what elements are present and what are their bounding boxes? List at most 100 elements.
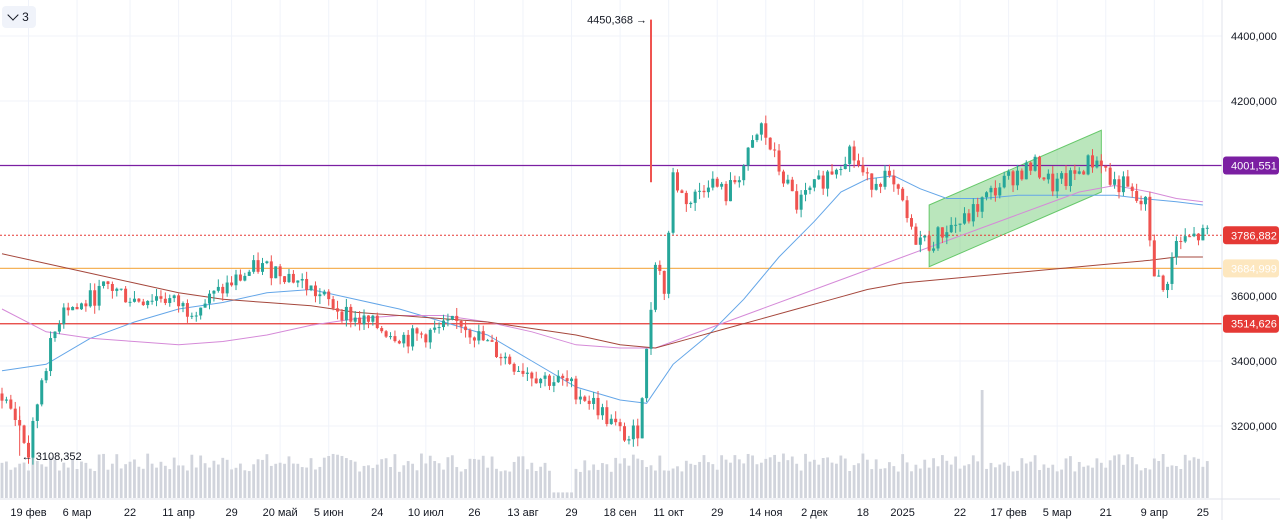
candle-body	[4, 399, 8, 401]
candle-body	[44, 371, 48, 381]
moving-averages	[1, 175, 1203, 404]
volume-bar	[137, 466, 141, 498]
candle-body	[547, 375, 551, 386]
candle-body	[596, 397, 600, 416]
candle-body	[322, 291, 326, 295]
volume-bar	[578, 471, 582, 498]
volume-bar	[380, 459, 384, 498]
volume-bar	[336, 454, 339, 498]
volume-bar	[397, 471, 401, 498]
volume-bar	[243, 470, 247, 498]
candle-body	[168, 298, 172, 304]
candle-body	[1029, 162, 1033, 171]
candle-body	[0, 393, 4, 401]
volume-bar	[1152, 458, 1156, 498]
candle-body	[486, 340, 490, 342]
volume-bar	[552, 492, 556, 498]
candle-body	[26, 442, 30, 458]
candle-body	[1179, 240, 1183, 242]
volume-bar	[892, 466, 896, 498]
volume-bar	[256, 459, 260, 498]
candle-body	[914, 226, 918, 245]
candle-body	[918, 237, 922, 245]
price-annotation: ← 3108,352	[22, 451, 82, 463]
price-label-text: 3514,626	[1231, 319, 1277, 331]
volume-bar	[640, 460, 644, 498]
candle-body	[1055, 178, 1059, 192]
indicator-count: 3	[22, 10, 29, 24]
volume-bar	[411, 463, 414, 498]
volume-bar	[570, 492, 573, 498]
volume-bar	[459, 471, 463, 498]
candle-body	[225, 282, 229, 294]
candle-body	[424, 334, 428, 343]
candle-body	[773, 149, 777, 151]
time-tick-label: 11 апр	[162, 507, 195, 519]
candle-body	[706, 187, 710, 193]
candle-body	[512, 363, 516, 372]
volume-bar	[1069, 456, 1072, 498]
candle-body	[190, 315, 194, 317]
volume-bar	[702, 455, 706, 498]
collapse-indicators-button[interactable]: 3	[2, 6, 36, 28]
volume-bar	[662, 470, 666, 498]
candle-body	[600, 407, 604, 416]
candle-body	[795, 191, 799, 210]
candle-body	[79, 303, 83, 310]
volume-bar	[450, 455, 454, 498]
candle-body	[940, 227, 944, 238]
candle-body	[481, 331, 485, 341]
volume-bar	[539, 466, 543, 498]
candle-body	[909, 218, 913, 227]
candle-body	[843, 163, 847, 170]
volume-bar	[428, 455, 432, 498]
candle-body	[1161, 275, 1165, 291]
volume-bar	[733, 455, 737, 498]
volume-bar	[1183, 454, 1187, 498]
volume-bar	[861, 453, 865, 498]
candle-body	[216, 286, 220, 291]
candle-body	[870, 173, 874, 190]
candle-body	[313, 285, 317, 297]
candle-body	[274, 266, 278, 279]
candle-body	[989, 187, 993, 193]
volume-bar	[464, 469, 467, 498]
volume-bar	[707, 462, 710, 498]
volume-bar	[808, 461, 812, 498]
volume-bar	[790, 456, 794, 498]
volume-bar	[587, 470, 591, 498]
price-label-orange	[1223, 259, 1279, 278]
candle-body	[1205, 227, 1209, 229]
volume-bar	[230, 469, 233, 498]
candle-body	[892, 175, 896, 185]
volume-bar	[146, 453, 150, 498]
volume-bar	[318, 466, 322, 498]
time-tick-label: 2025	[890, 507, 914, 519]
candle-body	[265, 261, 269, 264]
candle-body	[971, 204, 975, 222]
time-tick-label: 24	[371, 507, 383, 519]
volume-bar	[945, 460, 949, 498]
volume-bar	[291, 463, 295, 498]
time-tick-label: 25	[1197, 507, 1209, 519]
candle-body	[1126, 176, 1130, 187]
candle-body	[380, 328, 384, 332]
time-tick-label: 22	[954, 507, 966, 519]
candle-body	[1020, 170, 1024, 180]
volume-bar	[5, 461, 8, 498]
volume-bar	[1002, 462, 1006, 498]
time-tick-label: 5 июн	[314, 507, 344, 519]
candle-body	[711, 178, 715, 188]
volume-bar	[548, 470, 551, 498]
volume-bar	[676, 466, 679, 498]
candle-body	[887, 170, 891, 176]
candle-body	[106, 281, 110, 284]
candle-body	[781, 171, 785, 184]
volume-bar	[958, 468, 962, 498]
horizontal-levels[interactable]	[0, 164, 1222, 325]
candle-body	[1042, 177, 1046, 180]
volume-bar	[194, 467, 198, 498]
price-labels: 4001,551 3786,882 3684,999 3514,626	[1223, 156, 1279, 333]
candle-body	[1038, 156, 1042, 178]
